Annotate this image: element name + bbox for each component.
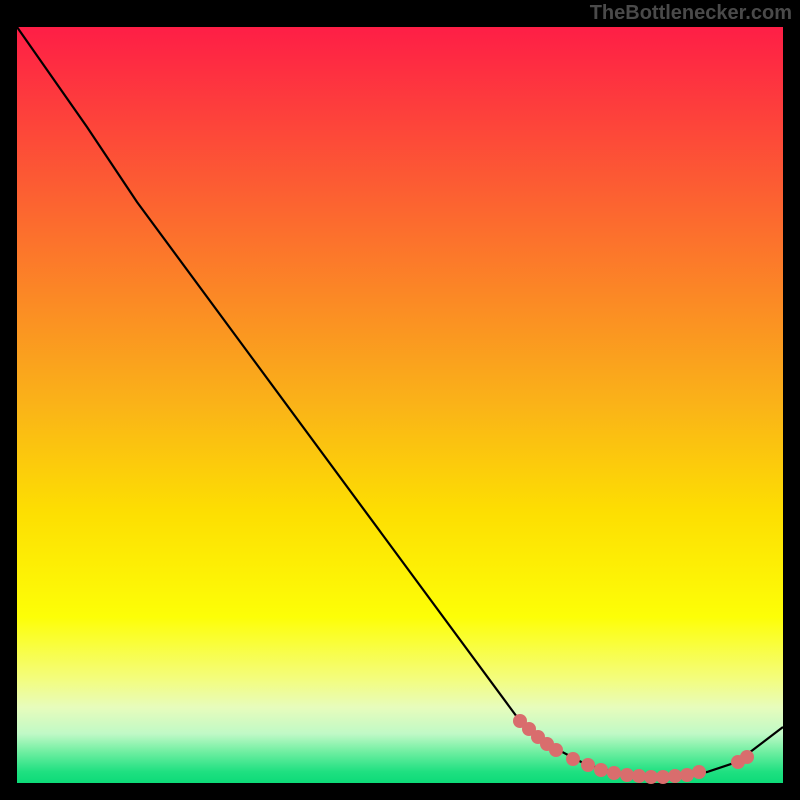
marker-dot	[566, 752, 580, 766]
marker-dot	[632, 769, 646, 783]
gradient-rect	[17, 27, 783, 783]
marker-dot	[607, 766, 621, 780]
marker-dot	[549, 743, 563, 757]
chart-container: TheBottlenecker.com	[0, 0, 800, 800]
marker-dot	[581, 758, 595, 772]
marker-dot	[656, 770, 670, 784]
marker-dot	[740, 750, 754, 764]
marker-dot	[594, 763, 608, 777]
marker-dot	[668, 769, 682, 783]
plot-group	[17, 27, 783, 784]
watermark-text: TheBottlenecker.com	[590, 2, 792, 25]
marker-dot	[680, 768, 694, 782]
marker-dot	[620, 768, 634, 782]
plot-svg	[0, 0, 800, 800]
marker-dot	[644, 770, 658, 784]
marker-dot	[692, 765, 706, 779]
